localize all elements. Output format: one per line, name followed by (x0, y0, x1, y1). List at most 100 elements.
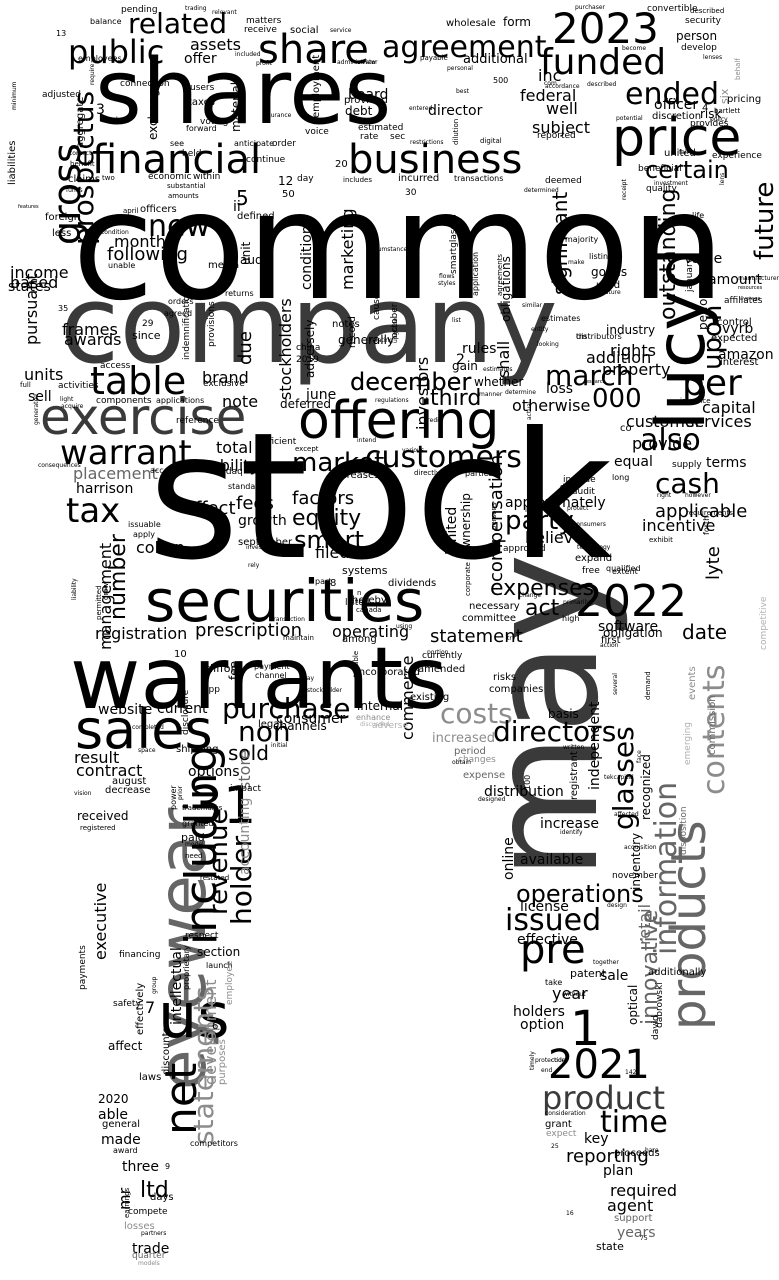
cloud-word: includes (343, 176, 373, 184)
cloud-word: following (107, 244, 188, 265)
cloud-word: clifford (204, 662, 242, 675)
cloud-word: value (684, 251, 723, 267)
cloud-word: applicable (655, 501, 748, 522)
cloud-word: digital (480, 137, 502, 145)
cloud-word: growth (238, 513, 287, 529)
cloud-word: ability (210, 456, 260, 475)
cloud-word: year (552, 984, 588, 1003)
cloud-word: long (612, 473, 630, 482)
cloud-word: competitive (759, 596, 769, 650)
cloud-word: returns (225, 289, 254, 298)
cloud-word: lens (719, 172, 726, 185)
cloud-word: current (157, 701, 208, 717)
cloud-word: financial (92, 137, 262, 183)
cloud-word: financing (119, 950, 161, 960)
cloud-word: august (112, 776, 147, 787)
cloud-word: com (544, 80, 557, 87)
cloud-word: directors (493, 715, 617, 748)
cloud-word: provide (632, 434, 693, 453)
cloud-word: committee (462, 613, 517, 624)
cloud-word: december (350, 368, 472, 396)
cloud-word: taxable (352, 650, 360, 677)
cloud-word: trademarks (182, 804, 223, 812)
cloud-word: media (208, 260, 240, 271)
cloud-word: offer (184, 51, 217, 67)
cloud-word: accounting (237, 797, 253, 875)
cloud-word: beneficial (638, 164, 682, 174)
cloud-word: grow (102, 582, 110, 600)
cloud-word: property (602, 360, 671, 379)
cloud-word: substantial (167, 182, 206, 190)
cloud-word: systems (342, 564, 388, 577)
cloud-word: smart (294, 526, 364, 554)
cloud-word: pricing (727, 94, 762, 105)
cloud-word: code (551, 1057, 566, 1064)
cloud-word: written (563, 744, 585, 751)
cloud-word: prescription (195, 620, 303, 641)
cloud-word: retail (635, 903, 654, 945)
cloud-word: receipt (621, 179, 628, 200)
cloud-word: fees (236, 493, 274, 514)
cloud-word: listing (589, 252, 614, 261)
cloud-word: share (258, 27, 369, 73)
cloud-word: include (563, 475, 596, 485)
cloud-word: agent (607, 1196, 654, 1215)
cloud-word: person (676, 29, 718, 43)
cloud-word: consequences (38, 462, 81, 469)
cloud-word: described (690, 7, 725, 15)
cloud-word: incentive (642, 516, 716, 535)
cloud-word: safety (113, 999, 141, 1009)
cloud-word: increased (432, 731, 496, 746)
cloud-word: quarter (132, 1251, 166, 1261)
cloud-word: lyte (703, 546, 724, 580)
cloud-word: personal (447, 65, 473, 72)
cloud-word: launch (206, 961, 233, 970)
cloud-word: laws (139, 1072, 162, 1083)
cloud-word: operations (516, 880, 644, 908)
cloud-word: dilution (452, 118, 460, 145)
cloud-word: issued (505, 903, 602, 938)
cloud-word: hereby (352, 595, 387, 606)
cloud-word: support (614, 1213, 653, 1224)
cloud-word: hare (645, 1147, 659, 1154)
cloud-word: amount (708, 272, 763, 288)
cloud-word: marketing (338, 208, 357, 290)
cloud-word: end (541, 1067, 553, 1074)
cloud-word: voting (200, 117, 229, 127)
cloud-word: looking (537, 341, 559, 348)
cloud-word: goods (591, 265, 628, 279)
cloud-word: due (235, 331, 256, 365)
cloud-word: executive (91, 882, 110, 960)
cloud-word: director (428, 103, 483, 119)
cloud-word: audio (240, 253, 274, 267)
cloud-word: january (685, 258, 695, 292)
cloud-word: right (657, 492, 672, 499)
cloud-word: restated (200, 874, 230, 882)
cloud-word: public (68, 33, 165, 71)
cloud-word: features (18, 204, 39, 210)
cloud-word: options (188, 764, 240, 780)
cloud-word: provided (344, 95, 388, 106)
cloud-word: purchase (222, 692, 351, 725)
cloud-word: 3 (96, 102, 105, 118)
cloud-word: amazon (718, 347, 774, 363)
cloud-word: 2019 (296, 355, 319, 365)
cloud-word: receive (244, 25, 277, 35)
cloud-word: amended (418, 664, 466, 675)
cloud-word: 35 (58, 304, 69, 313)
cloud-word: consideration (545, 1110, 586, 1117)
cloud-word: unable (108, 261, 136, 270)
cloud-word: action (600, 642, 619, 649)
cloud-word: registration (95, 624, 188, 643)
cloud-word: supply (672, 460, 702, 470)
cloud-word: requirements (686, 509, 733, 517)
cloud-word: reporting (566, 1146, 649, 1167)
cloud-word: well (546, 99, 578, 118)
cloud-word: model (185, 841, 204, 848)
cloud-word: six (718, 88, 731, 104)
cloud-word: grant (545, 1119, 572, 1130)
cloud-word: product (542, 1079, 666, 1117)
cloud-word: 100 (523, 774, 532, 790)
cloud-word: technology (577, 544, 611, 551)
